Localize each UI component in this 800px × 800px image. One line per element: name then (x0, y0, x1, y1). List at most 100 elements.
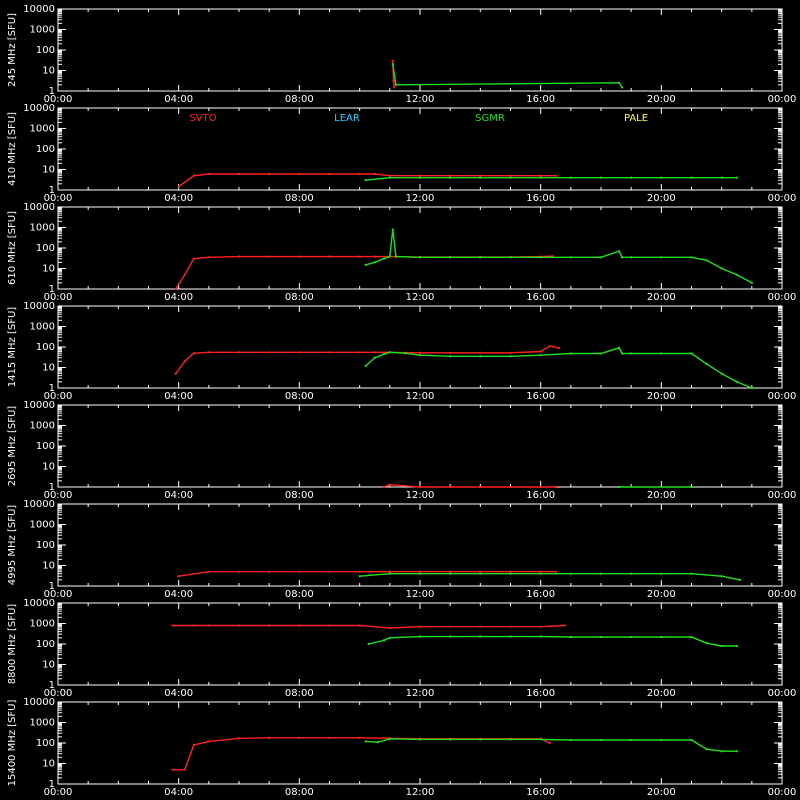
data-point-sgmr (690, 739, 693, 741)
x-tick-label: 04:00 (164, 787, 193, 798)
x-tick-label: 16:00 (526, 688, 555, 699)
data-point-svto (554, 486, 557, 488)
data-point-sgmr (419, 635, 421, 638)
data-point-svto (183, 360, 186, 363)
x-tick-label: 08:00 (285, 589, 314, 600)
data-point-svto (298, 736, 301, 739)
data-point-svto (268, 624, 271, 627)
x-tick-label: 12:00 (406, 391, 435, 402)
data-point-svto (174, 288, 177, 290)
y-tick-label: 1 (49, 680, 55, 691)
data-point-sgmr (388, 572, 391, 575)
x-tick-label: 04:00 (164, 490, 193, 501)
data-point-sgmr (539, 572, 542, 575)
data-point-svto (539, 350, 542, 353)
data-point-sgmr (403, 352, 406, 355)
data-point-svto (207, 624, 210, 627)
data-point-sgmr (569, 256, 572, 259)
x-tick-label: 00:00 (44, 292, 73, 303)
data-point-sgmr (600, 739, 602, 741)
panel-frame (57, 701, 783, 785)
data-point-svto (548, 345, 551, 348)
x-tick-label: 00:00 (768, 391, 797, 402)
data-point-svto (449, 174, 452, 177)
y-tick-label: 1000 (30, 25, 55, 36)
y-tick-label: 1 (49, 482, 55, 493)
data-point-sgmr (569, 352, 572, 355)
data-point-sgmr (509, 572, 512, 575)
data-point-sgmr (720, 575, 723, 578)
x-tick-label: 00:00 (44, 490, 73, 501)
data-point-sgmr (705, 259, 708, 262)
data-point-sgmr (660, 572, 663, 575)
x-tick-label: 16:00 (526, 193, 555, 204)
data-point-sgmr (449, 635, 452, 638)
x-tick-label: 00:00 (44, 589, 73, 600)
data-point-sgmr (509, 738, 512, 741)
y-tick-label: 10 (42, 561, 55, 572)
data-point-svto (192, 744, 195, 746)
data-point-sgmr (419, 176, 421, 179)
series-svto (383, 483, 556, 488)
legend-lear: LEAR (334, 113, 360, 124)
x-tick-label: 20:00 (647, 490, 676, 501)
series-sgmr (359, 573, 740, 581)
y-tick-label: 1000 (30, 124, 55, 135)
data-point-svto (192, 174, 195, 177)
data-point-svto (449, 625, 452, 628)
data-point-sgmr (600, 636, 602, 638)
x-tick-label: 00:00 (768, 292, 797, 303)
data-point-svto (238, 570, 240, 573)
y-tick-label: 1 (49, 284, 55, 295)
data-point-sgmr (449, 572, 452, 575)
data-point-svto (238, 737, 240, 740)
y-tick-label: 10 (42, 264, 55, 275)
data-point-svto (509, 486, 512, 488)
panel-frame (57, 206, 783, 290)
data-point-svto (554, 174, 557, 177)
data-point-svto (539, 486, 542, 488)
data-point-svto (183, 273, 186, 276)
data-point-svto (358, 255, 361, 258)
x-tick-label: 08:00 (285, 787, 314, 798)
data-point-svto (268, 570, 271, 573)
data-point-sgmr (509, 635, 512, 638)
data-point-svto (392, 80, 395, 83)
data-point-sgmr (660, 636, 663, 638)
data-point-svto (479, 570, 482, 573)
series-sgmr (368, 635, 737, 647)
data-point-svto (479, 351, 482, 354)
y-tick-label: 10000 (23, 697, 55, 708)
x-tick-label: 00:00 (768, 589, 797, 600)
data-point-svto (207, 740, 210, 743)
y-tick-label: 10 (42, 462, 55, 473)
y-axis-label: 4995 MHz [SFU] (7, 505, 18, 586)
y-axis-label: 245 MHz [SFU] (7, 13, 18, 87)
data-point-sgmr (373, 356, 376, 359)
y-tick-label: 1 (49, 86, 55, 97)
data-point-sgmr (388, 255, 391, 258)
data-point-svto (268, 351, 271, 354)
data-point-sgmr (419, 354, 421, 357)
data-point-sgmr (388, 351, 391, 354)
data-point-sgmr (630, 572, 633, 575)
data-point-svto (419, 351, 421, 354)
x-tick-label: 12:00 (406, 94, 435, 105)
data-point-sgmr (735, 176, 738, 179)
y-tick-label: 10000 (23, 4, 55, 15)
data-point-sgmr (394, 255, 397, 258)
data-point-sgmr (419, 738, 421, 741)
y-tick-label: 1000 (30, 619, 55, 630)
data-point-sgmr (382, 639, 385, 642)
data-point-sgmr (569, 176, 572, 179)
data-point-svto (174, 372, 177, 375)
data-point-sgmr (618, 486, 621, 488)
data-point-sgmr (618, 250, 621, 253)
series-svto (175, 345, 559, 375)
data-point-svto (548, 742, 551, 744)
x-tick-label: 20:00 (647, 787, 676, 798)
y-tick-label: 100 (36, 441, 55, 452)
data-point-svto (358, 351, 361, 354)
data-point-svto (298, 624, 301, 627)
data-point-svto (509, 625, 512, 628)
